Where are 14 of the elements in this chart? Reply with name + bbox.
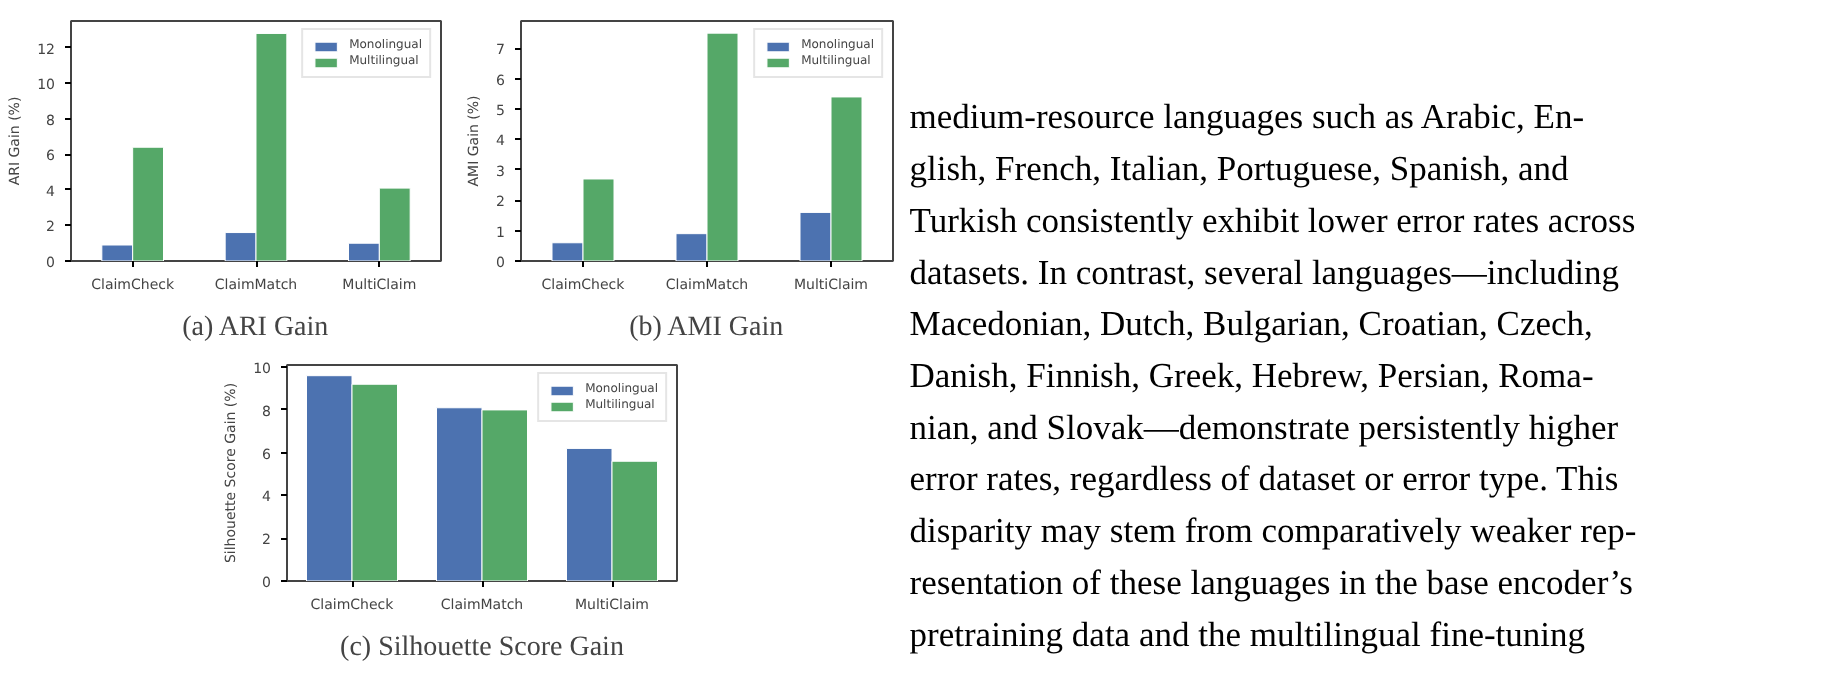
text: nian, and Slovak—demonstrate persistently higher (909, 406, 1619, 447)
text: disparity may stem from comparatively weaker rep- (909, 510, 1637, 551)
text: glish, French, Italian, Portuguese, Spanish, and (909, 148, 1570, 189)
text: resentation of these languages in the base encoder’s (909, 561, 1634, 602)
text: (c) Silhouette Score Gain (340, 633, 624, 663)
text: datasets. In contrast, several languages—including (909, 251, 1620, 292)
text: medium-resource languages such as Arabic, En- (909, 96, 1585, 137)
text: error rates, regardless of dataset or error type. This (909, 458, 1619, 499)
text: (a) ARI Gain (182, 313, 329, 343)
text: Turkish consistently exhibit lower error rates across (909, 199, 1636, 240)
text: Macedonian, Dutch, Bulgarian, Croatian, Czech, (909, 303, 1593, 344)
text: (b) AMI Gain (629, 313, 784, 343)
text: pretraining data and the multilingual fine-tuning (909, 613, 1586, 654)
text: Danish, Finnish, Greek, Hebrew, Persian, Roma- (909, 355, 1594, 395)
